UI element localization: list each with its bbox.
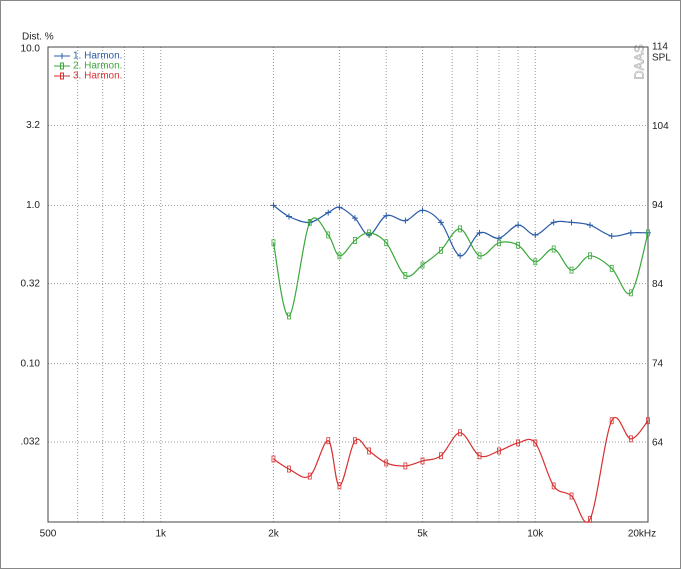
point-marker: [516, 241, 521, 249]
point-marker: [495, 235, 502, 242]
y-tick-label: 3.2: [26, 120, 40, 131]
y-axis-label: Dist. %: [22, 32, 54, 43]
point-marker: [367, 229, 371, 237]
point-marker: [420, 457, 425, 465]
point-marker: [403, 462, 408, 470]
series-line: [273, 204, 649, 257]
point-marker: [458, 429, 463, 437]
point-marker: [419, 207, 426, 214]
point-marker: [477, 252, 482, 260]
point-marker: [337, 252, 342, 260]
point-marker: [588, 515, 592, 523]
point-marker: [568, 219, 575, 226]
x-tick-label: 5k: [417, 529, 429, 540]
x-tick-label: 500: [40, 529, 57, 540]
y-tick-label: 10.0: [21, 44, 41, 55]
legend-label: 1. Harmon.: [73, 51, 122, 62]
point-marker: [533, 439, 538, 447]
point-marker: [402, 217, 409, 224]
point-marker: [608, 233, 615, 240]
point-marker: [326, 437, 331, 445]
point-marker: [271, 239, 276, 247]
point-marker: [646, 229, 650, 237]
point-marker: [627, 229, 634, 236]
point-marker: [384, 239, 389, 247]
series-line: [273, 417, 649, 523]
legend-marker: [54, 53, 70, 59]
point-marker: [609, 417, 614, 425]
point-marker: [420, 261, 425, 269]
legend-label: 3. Harmon.: [73, 71, 122, 82]
point-marker: [569, 266, 574, 274]
point-marker: [551, 482, 556, 490]
point-marker: [307, 472, 312, 480]
point-marker: [271, 455, 276, 463]
y-tick-label: .032: [21, 437, 41, 448]
watermark: DAAS: [631, 44, 646, 80]
point-marker: [383, 212, 390, 219]
y2-tick-label: 74: [652, 358, 664, 369]
point-marker: [353, 437, 357, 445]
y2-axis-label: SPL: [652, 53, 671, 64]
y-tick-label: 1.0: [26, 200, 40, 211]
x-tick-label: 10k: [527, 529, 544, 540]
point-marker: [628, 289, 633, 297]
point-marker: [533, 258, 538, 266]
point-marker: [326, 231, 331, 239]
legend-marker: [60, 62, 64, 70]
point-marker: [609, 264, 614, 272]
point-marker: [287, 465, 291, 473]
point-marker: [437, 219, 444, 226]
point-marker: [476, 229, 483, 236]
point-marker: [646, 417, 650, 425]
legend-marker: [60, 72, 64, 80]
legend-label: 2. Harmon.: [73, 61, 122, 72]
point-marker: [628, 435, 633, 443]
point-marker: [353, 237, 357, 244]
point-marker: [325, 209, 332, 216]
y-tick-label: 0.32: [21, 278, 41, 289]
point-marker: [307, 219, 312, 226]
x-tick-label: 2k: [268, 529, 280, 540]
point-marker: [497, 447, 501, 455]
y2-tick-label: 84: [652, 279, 664, 290]
point-marker: [458, 225, 463, 233]
point-marker: [367, 447, 371, 455]
y2-tick-label: 114: [652, 42, 668, 53]
point-marker: [270, 202, 277, 209]
point-marker: [586, 222, 593, 229]
x-tick-label: 20kHz: [628, 529, 656, 540]
plot-border: [47, 46, 649, 523]
y2-tick-label: 64: [652, 437, 664, 448]
point-marker: [351, 215, 358, 222]
y2-tick-label: 94: [652, 200, 664, 211]
point-marker: [337, 482, 342, 490]
point-marker: [477, 452, 482, 460]
point-marker: [588, 252, 592, 260]
point-marker: [550, 219, 557, 226]
point-marker: [336, 204, 343, 211]
y-tick-label: 0.10: [21, 358, 41, 369]
point-marker: [515, 222, 522, 229]
point-marker: [403, 272, 408, 279]
point-marker: [457, 252, 464, 259]
point-marker: [285, 213, 292, 220]
point-marker: [439, 246, 443, 254]
x-tick-label: 1k: [155, 529, 167, 540]
point-marker: [551, 245, 556, 253]
y2-tick-label: 104: [652, 121, 669, 132]
point-marker: [287, 312, 291, 320]
point-marker: [384, 459, 389, 467]
point-marker: [532, 231, 539, 238]
point-marker: [497, 239, 501, 247]
point-marker: [516, 439, 521, 447]
point-marker: [439, 452, 443, 460]
point-marker: [569, 492, 574, 500]
